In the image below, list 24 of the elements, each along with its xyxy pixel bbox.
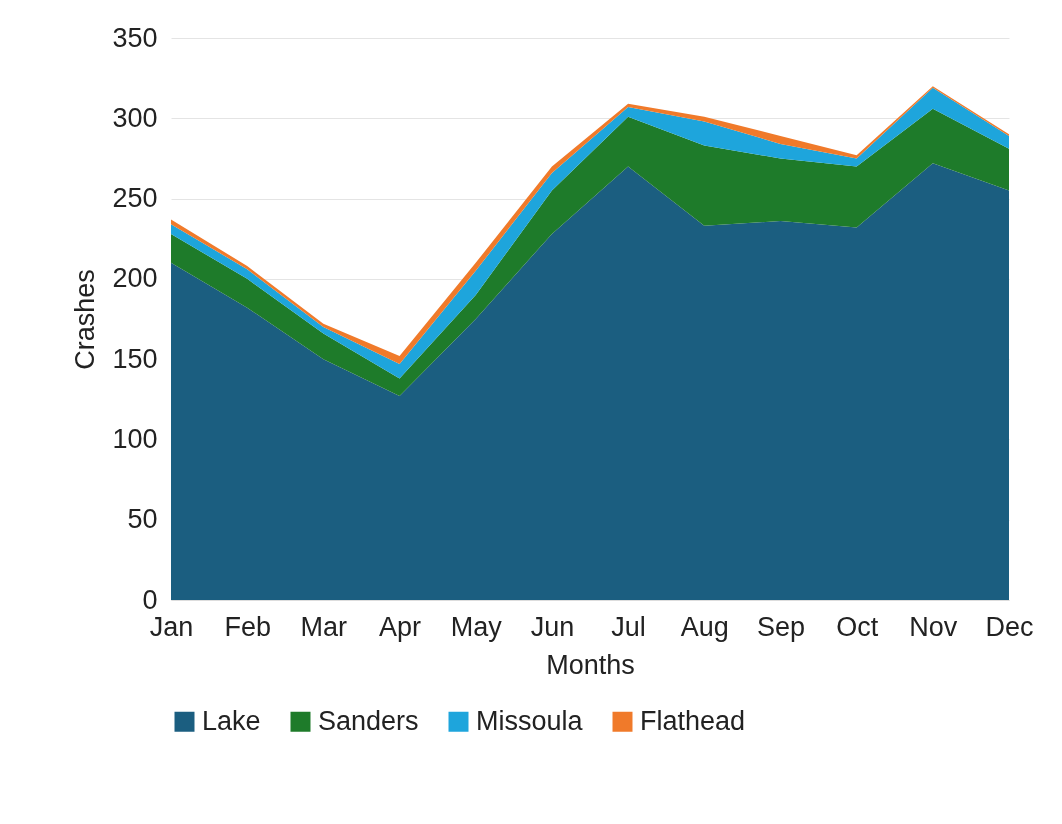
- y-axis-title: Crashes: [70, 269, 101, 370]
- y-tick-label: 200: [112, 263, 158, 294]
- legend-label: Lake: [202, 705, 261, 736]
- legend-label: Missoula: [476, 705, 584, 736]
- x-tick-label: Apr: [379, 611, 422, 642]
- x-tick-label: Jun: [530, 611, 575, 642]
- x-tick-label: Feb: [224, 611, 271, 642]
- legend-label: Sanders: [318, 705, 419, 736]
- x-axis-title: Months: [546, 649, 635, 680]
- legend-label: Flathead: [640, 705, 746, 736]
- x-tick-label: Jul: [611, 611, 646, 642]
- x-tick-label: Oct: [836, 611, 879, 642]
- y-tick-label: 350: [112, 22, 158, 53]
- x-tick-label: Aug: [680, 611, 729, 642]
- y-tick-label: 150: [112, 343, 158, 374]
- x-tick-label: Nov: [909, 611, 958, 642]
- y-tick-label: 50: [127, 504, 158, 535]
- x-tick-label: Dec: [985, 611, 1034, 642]
- y-tick-label: 100: [112, 423, 158, 454]
- x-tick-label: Sep: [756, 611, 805, 642]
- x-tick-label: Mar: [300, 611, 348, 642]
- x-tick-label: May: [450, 611, 503, 642]
- y-tick-label: 250: [112, 183, 158, 214]
- y-tick-label: 300: [112, 102, 158, 133]
